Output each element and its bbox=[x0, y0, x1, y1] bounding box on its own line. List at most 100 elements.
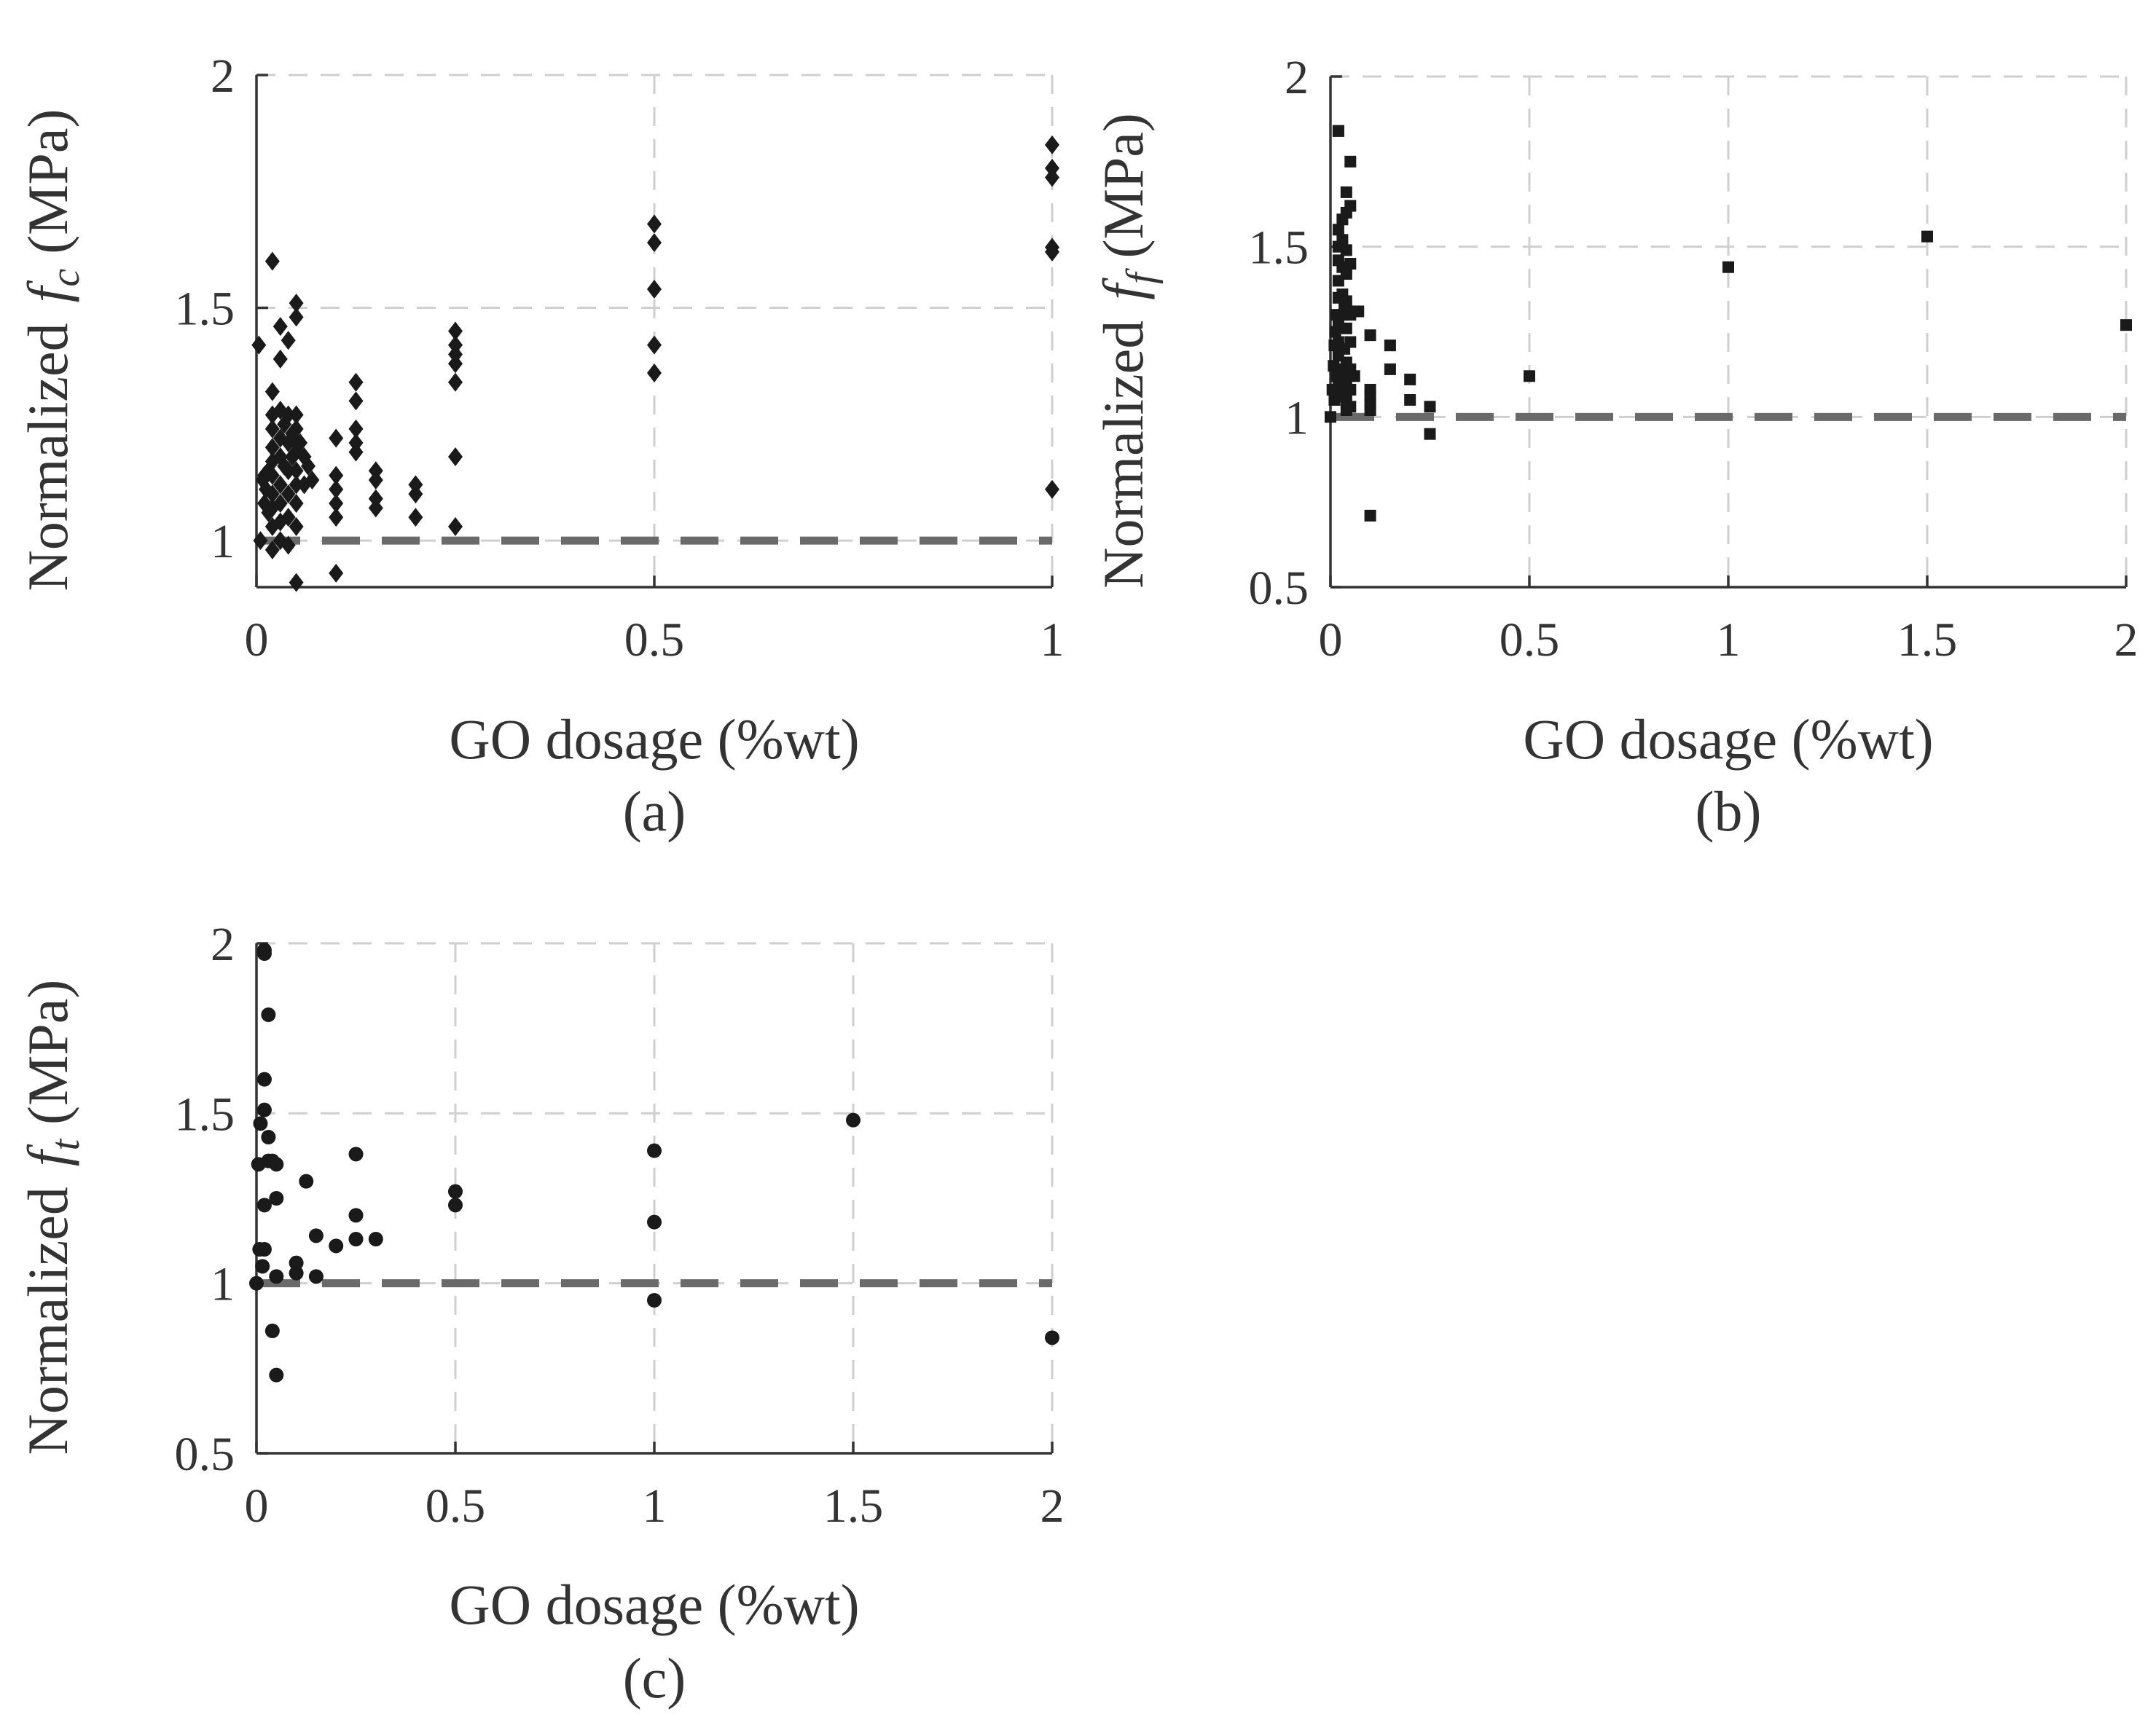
data-point bbox=[273, 493, 288, 513]
data-point bbox=[1364, 329, 1376, 342]
data-point bbox=[264, 1324, 280, 1338]
data-point bbox=[264, 484, 280, 504]
y-tick-label: 2 bbox=[211, 50, 235, 103]
data-point bbox=[1332, 224, 1344, 236]
data-point bbox=[448, 447, 463, 467]
data-point bbox=[1340, 244, 1352, 256]
y-tick-label: 0.5 bbox=[1249, 562, 1309, 615]
panel-b: 0.511.520 0.5 1 1.5 2GO dosage (%wt)Normaliz… bbox=[1091, 51, 2139, 843]
data-point bbox=[281, 535, 296, 555]
data-point bbox=[329, 508, 344, 527]
data-point bbox=[289, 294, 304, 313]
data-point bbox=[1344, 383, 1357, 396]
data-point bbox=[300, 456, 315, 476]
data-point bbox=[1045, 1330, 1059, 1345]
data-point bbox=[253, 531, 268, 551]
data-point bbox=[289, 573, 304, 592]
data-point bbox=[264, 419, 280, 439]
data-point bbox=[1336, 234, 1349, 246]
y-axis-label: Normalizedfc(MPa) bbox=[16, 109, 88, 591]
y-tick-label: 1.5 bbox=[175, 1088, 235, 1141]
panel-caption: (b) bbox=[1696, 779, 1762, 843]
data-point bbox=[1524, 370, 1535, 382]
y-tick-label: 2 bbox=[211, 918, 235, 971]
data-point bbox=[289, 307, 304, 327]
data-point bbox=[305, 471, 320, 490]
y-tick-label: 2 bbox=[1285, 51, 1309, 104]
data-point bbox=[348, 372, 364, 392]
data-point bbox=[269, 1269, 284, 1284]
data-point bbox=[647, 233, 662, 253]
data-point bbox=[647, 1143, 662, 1158]
data-point bbox=[647, 1293, 662, 1308]
data-point bbox=[264, 438, 280, 457]
data-point bbox=[348, 1232, 364, 1246]
data-point bbox=[1045, 479, 1059, 499]
x-axis-label: GO dosage (%wt) bbox=[449, 1573, 859, 1636]
data-point bbox=[1364, 404, 1376, 416]
data-point bbox=[1045, 242, 1059, 262]
x-tick-label: 1 bbox=[1717, 613, 1741, 667]
data-point bbox=[329, 479, 344, 499]
y-axis-label: Normalizedft(MPa) bbox=[16, 980, 88, 1455]
data-point bbox=[329, 493, 344, 513]
data-point bbox=[269, 1367, 284, 1383]
data-point bbox=[1404, 393, 1416, 406]
x-tick-label: 1 bbox=[643, 1479, 667, 1533]
data-point bbox=[1045, 135, 1059, 154]
data-point bbox=[408, 508, 423, 527]
data-point bbox=[289, 419, 304, 439]
y-label-subscript: f bbox=[1118, 267, 1164, 284]
data-point bbox=[256, 1102, 272, 1117]
data-point bbox=[308, 1269, 324, 1284]
data-point bbox=[448, 321, 463, 341]
panel-caption: (c) bbox=[623, 1646, 686, 1710]
data-point bbox=[348, 1208, 364, 1223]
data-point bbox=[448, 1184, 463, 1199]
data-point bbox=[1921, 230, 1933, 243]
data-point bbox=[647, 335, 662, 355]
data-point bbox=[448, 372, 463, 392]
y-label-subscript: t bbox=[43, 1139, 88, 1151]
y-label-unit: (MPa) bbox=[1091, 113, 1155, 258]
y-tick-label: 0.5 bbox=[175, 1428, 235, 1481]
data-point bbox=[348, 419, 364, 439]
data-point bbox=[289, 405, 304, 425]
data-point bbox=[308, 1228, 324, 1243]
data-point bbox=[256, 1072, 272, 1087]
data-point bbox=[1340, 186, 1352, 198]
x-tick-label: 0 bbox=[1319, 613, 1343, 667]
data-point bbox=[293, 433, 308, 452]
data-point bbox=[264, 540, 280, 559]
data-point bbox=[1364, 509, 1376, 522]
data-point bbox=[368, 471, 383, 490]
data-point bbox=[1404, 373, 1416, 385]
data-point bbox=[269, 1191, 284, 1206]
data-point bbox=[261, 1007, 276, 1022]
data-point bbox=[249, 1276, 264, 1291]
x-tick-label: 1 bbox=[1040, 613, 1065, 667]
data-point bbox=[289, 461, 304, 481]
y-label-unit: (MPa) bbox=[16, 980, 79, 1125]
data-point bbox=[1352, 305, 1365, 318]
data-point bbox=[647, 364, 662, 383]
data-point bbox=[1340, 295, 1352, 307]
x-tick-label: 0 bbox=[245, 1479, 269, 1533]
data-point bbox=[1340, 322, 1352, 334]
data-point bbox=[256, 946, 272, 961]
data-point bbox=[329, 563, 344, 583]
data-point bbox=[2120, 319, 2132, 331]
y-tick-label: 1 bbox=[1285, 391, 1309, 444]
data-point bbox=[448, 1198, 463, 1213]
data-point bbox=[281, 331, 296, 350]
data-point bbox=[264, 382, 280, 401]
y-label-unit: (MPa) bbox=[16, 109, 79, 254]
data-point bbox=[281, 461, 296, 481]
data-point bbox=[281, 508, 296, 527]
data-point bbox=[1722, 261, 1734, 273]
data-point bbox=[1344, 200, 1357, 212]
data-point bbox=[348, 1147, 364, 1162]
data-point bbox=[1328, 360, 1340, 372]
panel-c: 0.511.520 0.5 1 1.5 2GO dosage (%wt)Normaliz… bbox=[16, 918, 1065, 1710]
data-point bbox=[299, 1174, 314, 1189]
